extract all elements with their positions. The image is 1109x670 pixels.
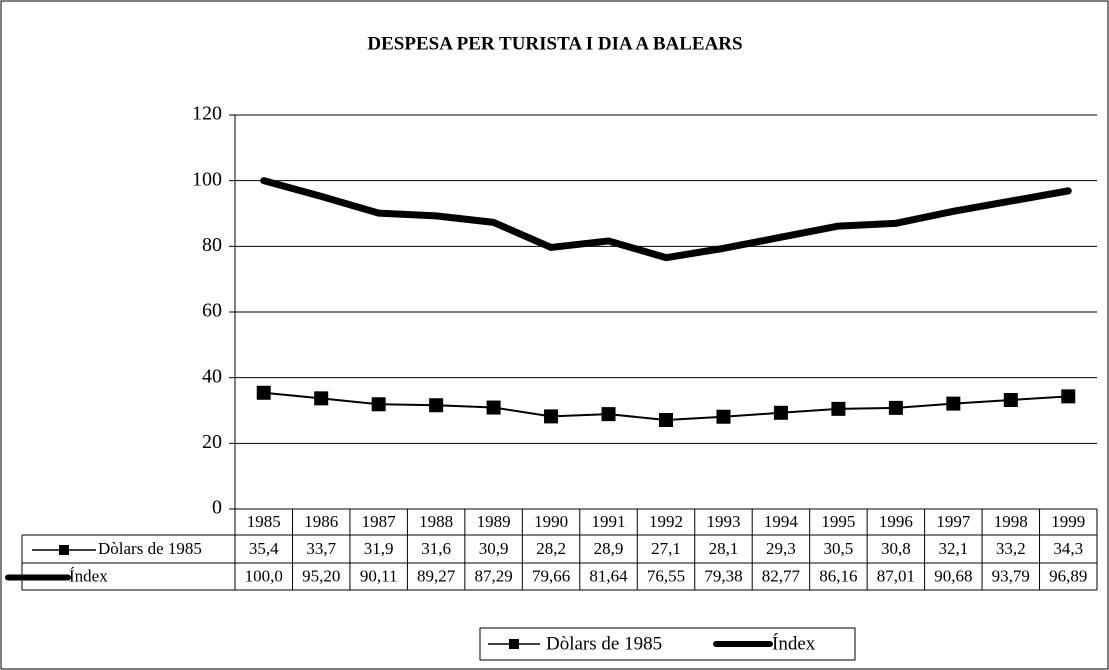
table-value: 33,2 [996,539,1026,558]
x-tick-label: 1998 [994,512,1028,531]
data-point [429,398,444,413]
table-value: 30,5 [824,539,854,558]
x-tick-label: 1990 [534,512,568,531]
table-value: 100,0 [245,566,283,585]
table-value: 31,9 [364,539,394,558]
table-value: 28,1 [709,539,739,558]
x-tick-label: 1997 [936,512,971,531]
data-point [831,401,846,416]
table-value: 28,9 [594,539,624,558]
y-tick-label: 40 [202,365,222,387]
x-tick-label: 1996 [879,512,913,531]
y-tick-label: 100 [192,168,222,190]
data-point [946,396,961,411]
table-value: 90,68 [934,566,972,585]
chart-title: DESPESA PER TURISTA I DIA A BALEARS [367,33,742,54]
data-point [1003,392,1018,407]
data-point [888,400,903,415]
table-value: 35,4 [249,539,279,558]
data-point [773,405,788,420]
table-value: 29,3 [766,539,796,558]
table-row-label: Índex [69,566,108,585]
y-tick-label: 80 [202,234,222,256]
table-value: 89,27 [417,566,456,585]
table-value: 33,7 [306,539,336,558]
data-point [371,397,386,412]
x-tick-label: 1991 [592,512,626,531]
table-value: 81,64 [589,566,628,585]
legend-marker [59,545,69,555]
data-point [601,407,616,422]
y-tick-label: 60 [202,300,222,322]
data-point [716,409,731,424]
table-value: 95,20 [302,566,340,585]
data-point [659,413,673,428]
data-point [486,400,501,415]
series-line [260,177,1072,262]
table-value: 34,3 [1053,539,1083,558]
x-tick-label: 1988 [419,512,453,531]
x-tick-label: 1993 [706,512,740,531]
legend-box [479,627,856,661]
table-value: 79,66 [532,566,570,585]
table-value: 28,2 [536,539,566,558]
table-value: 86,16 [819,566,857,585]
data-point [1061,389,1076,404]
table-value: 79,38 [704,566,742,585]
table-value: 96,89 [1049,566,1087,585]
data-point [544,409,559,424]
table-value: 90,11 [360,566,398,585]
x-tick-label: 1994 [764,512,799,531]
table-value: 87,29 [474,566,512,585]
table-value: 32,1 [938,539,968,558]
data-point [256,385,271,400]
table-row-label: Dòlars de 1985 [98,539,202,558]
x-tick-label: 1995 [821,512,855,531]
legend-marker [509,639,519,649]
table-value: 27,1 [651,539,681,558]
y-tick-label: 20 [202,431,222,453]
table-value: 93,79 [992,566,1030,585]
data-point [314,391,329,406]
table-value: 76,55 [647,566,685,585]
table-value: 87,01 [877,566,915,585]
table-value: 30,9 [479,539,509,558]
y-tick-label: 0 [212,497,222,519]
table-value: 31,6 [421,539,451,558]
x-tick-label: 1992 [649,512,683,531]
legend-label: Dòlars de 1985 [546,633,662,654]
legend-label: Índex [772,632,816,654]
x-tick-label: 1985 [247,512,281,531]
x-tick-label: 1989 [477,512,511,531]
x-tick-label: 1986 [304,512,338,531]
table-value: 30,8 [881,539,911,558]
x-tick-label: 1987 [362,512,397,531]
y-tick-label: 120 [192,103,222,125]
table-value: 82,77 [762,566,801,585]
x-tick-label: 1999 [1051,512,1085,531]
